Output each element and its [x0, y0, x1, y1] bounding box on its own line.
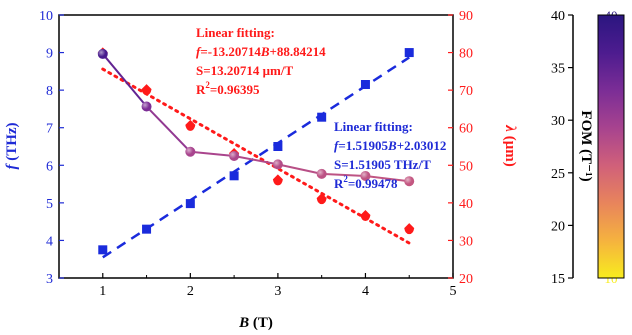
- f-point: [404, 48, 414, 58]
- y-right-label-unit: (μm): [502, 132, 518, 167]
- colorbar: [597, 14, 625, 279]
- fom-line-segment: [190, 150, 235, 157]
- fom-point-highlight: [185, 146, 196, 157]
- red-annotation-line2: f=-13.20714B+88.84214: [196, 44, 326, 59]
- fom-line-segment: [102, 53, 148, 108]
- f-point: [142, 224, 152, 234]
- blue-annotation-slope: =1.51905: [338, 138, 388, 153]
- y-right-tick-label-1: 30: [459, 234, 473, 249]
- y-left-label-unit: (THz): [4, 122, 20, 164]
- lambda-point: [316, 193, 327, 205]
- fit-line-λ: [101, 67, 411, 245]
- fom-point-highlight: [141, 101, 152, 112]
- f-point: [185, 199, 195, 209]
- y-right-tick-label-2: 40: [459, 197, 473, 212]
- y-left-tick-label-2: 5: [46, 197, 53, 212]
- y-left-tick-label-3: 6: [46, 159, 53, 174]
- y-right-tick-label-0: 20: [459, 272, 473, 287]
- lambda-point: [141, 84, 152, 96]
- y-left-label-main: f: [4, 163, 20, 170]
- lambda-point: [404, 223, 415, 235]
- blue-annotation-line3: S=1.51905 THz/T: [334, 157, 431, 172]
- fom-line: [102, 53, 410, 183]
- fit-line-f: [102, 56, 410, 259]
- x-tick-label-1: 2: [187, 284, 194, 299]
- fom-axis-label: FOM (T⁻¹): [578, 110, 594, 181]
- red-annotation-slope: =-13.20714: [200, 44, 261, 59]
- x-tick-label-3: 4: [362, 284, 369, 299]
- fom-point-highlight: [272, 159, 283, 170]
- x-tick-label-4: 5: [450, 284, 457, 299]
- blue-annotation-intercept: +2.03012: [397, 138, 447, 153]
- fom-tick-label-4: 35: [551, 62, 565, 77]
- y-left-tick-label-4: 7: [46, 122, 53, 137]
- y-left-tick-label-6: 9: [46, 47, 53, 62]
- fom-point-highlight: [229, 150, 240, 161]
- blue-annotation-f: f: [334, 138, 340, 153]
- blue-annotation-line2: f=1.51905B+2.03012: [334, 138, 446, 153]
- y-right-tick-label-6: 80: [459, 47, 473, 62]
- fom-tick-label-3: 30: [551, 114, 565, 129]
- blue-annotation-line4: R2=0.99478: [334, 174, 398, 191]
- y-right-axis-label: λ (μm): [502, 124, 518, 166]
- y-left-tick-label-7: 10: [39, 9, 53, 24]
- blue-annotation-r: R: [334, 176, 344, 191]
- y-left-tick-label-5: 8: [46, 84, 53, 99]
- x-label-main: B: [238, 315, 249, 331]
- lambda-point: [272, 174, 283, 186]
- fom-line-segment: [321, 172, 366, 177]
- f-point: [229, 171, 239, 181]
- fom-tick-label-0: 15: [551, 272, 565, 287]
- x-tick-label-2: 3: [274, 284, 281, 299]
- blue-fit-annotation: Linear fitting: f=1.51905B+2.03012 S=1.5…: [334, 119, 446, 191]
- x-axis-label: B (T): [238, 315, 273, 331]
- y-right-tick-label-3: 50: [459, 159, 473, 174]
- red-annotation-r: R: [196, 82, 206, 97]
- fom-line-segment: [277, 163, 322, 175]
- lambda-point: [360, 210, 371, 222]
- plot-frame: [58, 14, 454, 279]
- fom-line-segment: [145, 105, 192, 153]
- y-left-tick-label-1: 4: [46, 234, 53, 249]
- fom-tick-label-2: 25: [551, 167, 565, 182]
- fom-tick-label-5: 40: [551, 9, 565, 24]
- f-point: [98, 245, 108, 255]
- fom-line-segment: [365, 174, 410, 183]
- axis-ticks: 1 2 3 4 5 3 4 5 6 7 8 9 10 20 30 40 50 60 70 80 90 15 20 25 30 35…: [39, 8, 624, 299]
- y-left-tick-label-0: 3: [46, 272, 53, 287]
- red-annotation-r-sup: 2: [205, 80, 210, 90]
- fom-point-highlight: [316, 168, 327, 179]
- red-annotation-f: f: [196, 44, 202, 59]
- y-right-label-main: λ: [502, 124, 518, 132]
- red-annotation-r-value: =0.96395: [210, 82, 260, 97]
- red-annotation-line4: R2=0.96395: [196, 80, 260, 97]
- fom-point-highlight: [97, 48, 108, 59]
- blue-annotation-r-sup: 2: [343, 174, 348, 184]
- red-fit-annotation: Linear fitting: f=-13.20714B+88.84214 S=…: [196, 25, 326, 97]
- f-point: [317, 112, 327, 122]
- y-right-tick-label-7: 90: [459, 9, 473, 24]
- f-point: [273, 142, 283, 151]
- red-annotation-line1: Linear fitting:: [196, 25, 275, 40]
- red-annotation-b: B: [260, 44, 270, 59]
- red-annotation-line3: S=13.20714 μm/T: [196, 63, 293, 78]
- fom-point-highlight: [404, 176, 415, 187]
- y-left-axis-label: f (THz): [4, 122, 20, 169]
- fom-point-highlight: [360, 170, 371, 181]
- lambda-point: [185, 119, 196, 131]
- fom-tick-label-1: 20: [551, 219, 565, 234]
- fom-line-segment: [233, 154, 279, 166]
- fit-lines: [101, 56, 411, 259]
- f-point: [360, 80, 370, 90]
- red-annotation-intercept: +88.84214: [270, 44, 327, 59]
- blue-annotation-b: B: [387, 138, 397, 153]
- y-right-tick-label-5: 70: [459, 84, 473, 99]
- blue-annotation-r-value: =0.99478: [348, 176, 398, 191]
- x-tick-label-0: 1: [99, 284, 106, 299]
- blue-annotation-line1: Linear fitting:: [334, 119, 413, 134]
- y-right-tick-label-4: 60: [459, 122, 473, 137]
- x-label-unit: (T): [249, 315, 273, 331]
- data-marks: [97, 47, 415, 255]
